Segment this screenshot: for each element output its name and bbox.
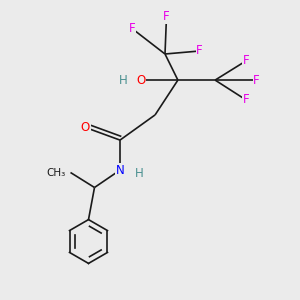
Text: N: N bbox=[116, 164, 124, 177]
Text: F: F bbox=[163, 10, 170, 23]
Text: H: H bbox=[135, 167, 144, 180]
Text: F: F bbox=[129, 22, 135, 35]
Text: H: H bbox=[119, 74, 128, 87]
Text: CH₃: CH₃ bbox=[47, 167, 66, 178]
Text: O: O bbox=[81, 121, 90, 134]
Text: F: F bbox=[253, 74, 260, 87]
Text: O: O bbox=[136, 74, 146, 87]
Text: F: F bbox=[196, 44, 203, 58]
Text: F: F bbox=[243, 93, 249, 106]
Text: F: F bbox=[243, 54, 249, 68]
